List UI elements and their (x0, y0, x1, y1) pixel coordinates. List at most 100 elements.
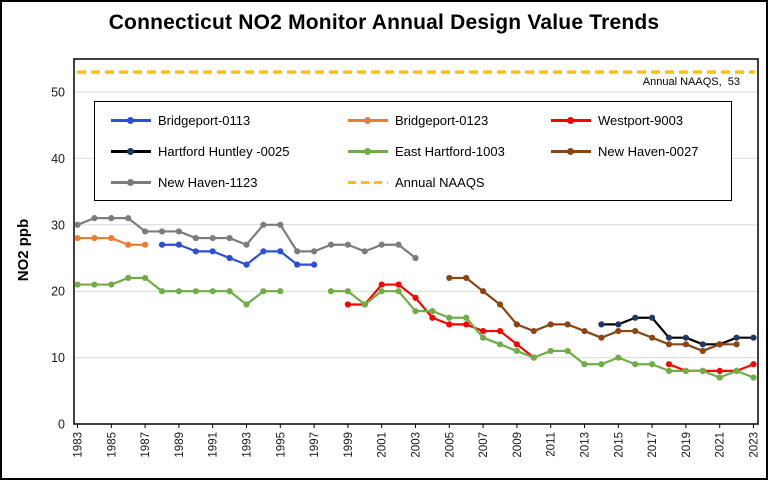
data-point (142, 274, 149, 282)
svg-text:2015: 2015 (613, 432, 625, 458)
legend-swatch-new-haven-0027 (551, 144, 591, 158)
data-point (699, 347, 706, 355)
data-point (496, 301, 504, 308)
legend-swatch-annual-naaqs (348, 175, 388, 189)
data-point (665, 367, 673, 374)
legend-label: New Haven-1123 (158, 174, 258, 190)
data-point (615, 327, 622, 335)
data-point (108, 215, 115, 222)
data-point (108, 281, 115, 288)
legend-item-annual-naaqs: Annual NAAQS (348, 171, 551, 193)
legend-item-east-hartford-1003: East Hartford-1003 (348, 140, 551, 162)
svg-text:1999: 1999 (343, 432, 355, 458)
data-point (496, 327, 504, 335)
legend-swatch-new-haven-1123 (111, 175, 151, 189)
legend-item-hartford-huntley-0025: Hartford Huntley -0025 (111, 140, 348, 162)
series-new-haven-0027 (446, 274, 740, 355)
data-point (412, 254, 419, 262)
data-point (361, 301, 368, 308)
data-point (513, 347, 520, 355)
data-point (547, 321, 554, 328)
data-point (682, 334, 690, 341)
data-point (91, 234, 98, 242)
data-point (665, 361, 673, 368)
legend-label: Westport-9003 (598, 112, 684, 128)
data-point (665, 334, 673, 341)
svg-text:40: 40 (51, 152, 65, 166)
data-point (412, 308, 419, 315)
series-new-haven-1123 (74, 215, 419, 262)
data-point (327, 241, 335, 248)
data-point (699, 341, 706, 348)
data-point (480, 327, 487, 335)
data-point (446, 314, 453, 321)
data-point (480, 334, 487, 341)
data-point (108, 234, 115, 242)
data-point (598, 321, 605, 328)
data-point (378, 288, 385, 295)
data-point (649, 314, 656, 321)
data-point (564, 347, 571, 355)
legend-swatch-hartford-huntley-0025 (111, 144, 151, 158)
svg-text:1985: 1985 (106, 432, 118, 458)
data-point (446, 321, 453, 328)
data-point (513, 341, 520, 348)
legend: Bridgeport-0113 Bridgeport-0123 Westport-9… (94, 101, 732, 201)
data-point (91, 215, 98, 222)
svg-text:2017: 2017 (647, 432, 659, 458)
data-point (327, 288, 335, 295)
data-point (344, 241, 351, 248)
data-point (530, 327, 537, 335)
data-point (91, 281, 98, 288)
data-point (175, 288, 182, 295)
legend-item-bridgeport-0113: Bridgeport-0113 (111, 109, 348, 131)
svg-text:1989: 1989 (174, 432, 186, 458)
data-point (412, 294, 419, 301)
data-point (750, 374, 757, 381)
data-point (74, 234, 81, 242)
data-point (496, 341, 504, 348)
y-tick-labels: 0 10 20 30 40 50 (51, 86, 65, 432)
data-point (243, 241, 250, 248)
data-point (598, 334, 605, 341)
data-point (158, 288, 166, 295)
svg-text:30: 30 (51, 218, 65, 232)
legend-label: East Hartford-1003 (395, 143, 505, 159)
svg-text:20: 20 (51, 285, 65, 299)
series-bridgeport-0113 (158, 241, 318, 268)
data-point (378, 281, 385, 288)
data-point (513, 321, 520, 328)
data-point (209, 288, 216, 295)
legend-swatch-westport-9003 (551, 113, 591, 127)
data-point (649, 334, 656, 341)
legend-label: Annual NAAQS (395, 174, 485, 190)
data-point (175, 241, 182, 248)
data-point (682, 341, 690, 348)
data-point (158, 241, 166, 248)
data-point (226, 234, 233, 242)
data-point (243, 301, 250, 308)
data-point (158, 228, 166, 235)
svg-text:2007: 2007 (478, 432, 490, 458)
data-point (581, 327, 588, 335)
data-point (733, 341, 740, 348)
svg-text:2023: 2023 (749, 432, 761, 458)
data-point (632, 327, 639, 335)
data-point (463, 314, 470, 321)
svg-text:2009: 2009 (512, 432, 524, 458)
data-point (260, 288, 267, 295)
data-point (125, 215, 132, 222)
data-point (192, 248, 199, 255)
svg-text:50: 50 (51, 86, 65, 100)
data-point (716, 341, 723, 348)
data-point (361, 248, 368, 255)
series-hartford-huntley-0025 (598, 314, 757, 348)
data-point (530, 354, 537, 361)
legend-item-westport-9003: Westport-9003 (551, 109, 725, 131)
data-point (311, 261, 318, 268)
data-point (463, 274, 470, 282)
data-point (564, 321, 571, 328)
data-point (480, 288, 487, 295)
series-east-hartford-1003 (74, 274, 757, 381)
